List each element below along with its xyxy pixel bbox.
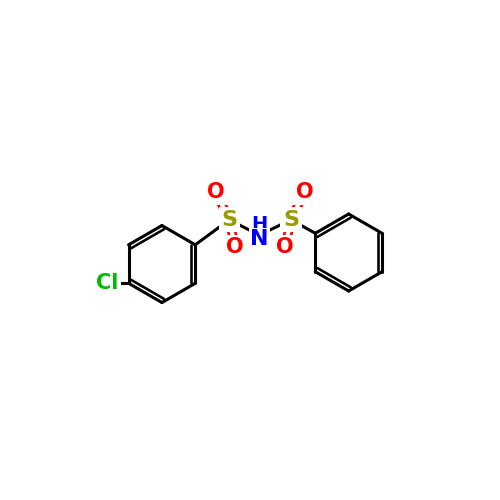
- Text: O: O: [226, 238, 244, 258]
- Text: O: O: [207, 182, 224, 202]
- Text: O: O: [296, 182, 313, 202]
- Text: S: S: [283, 210, 299, 230]
- Text: N: N: [250, 229, 268, 249]
- Text: H: H: [251, 215, 268, 234]
- Text: Cl: Cl: [96, 274, 118, 293]
- Text: O: O: [276, 238, 294, 258]
- Text: S: S: [222, 210, 238, 230]
